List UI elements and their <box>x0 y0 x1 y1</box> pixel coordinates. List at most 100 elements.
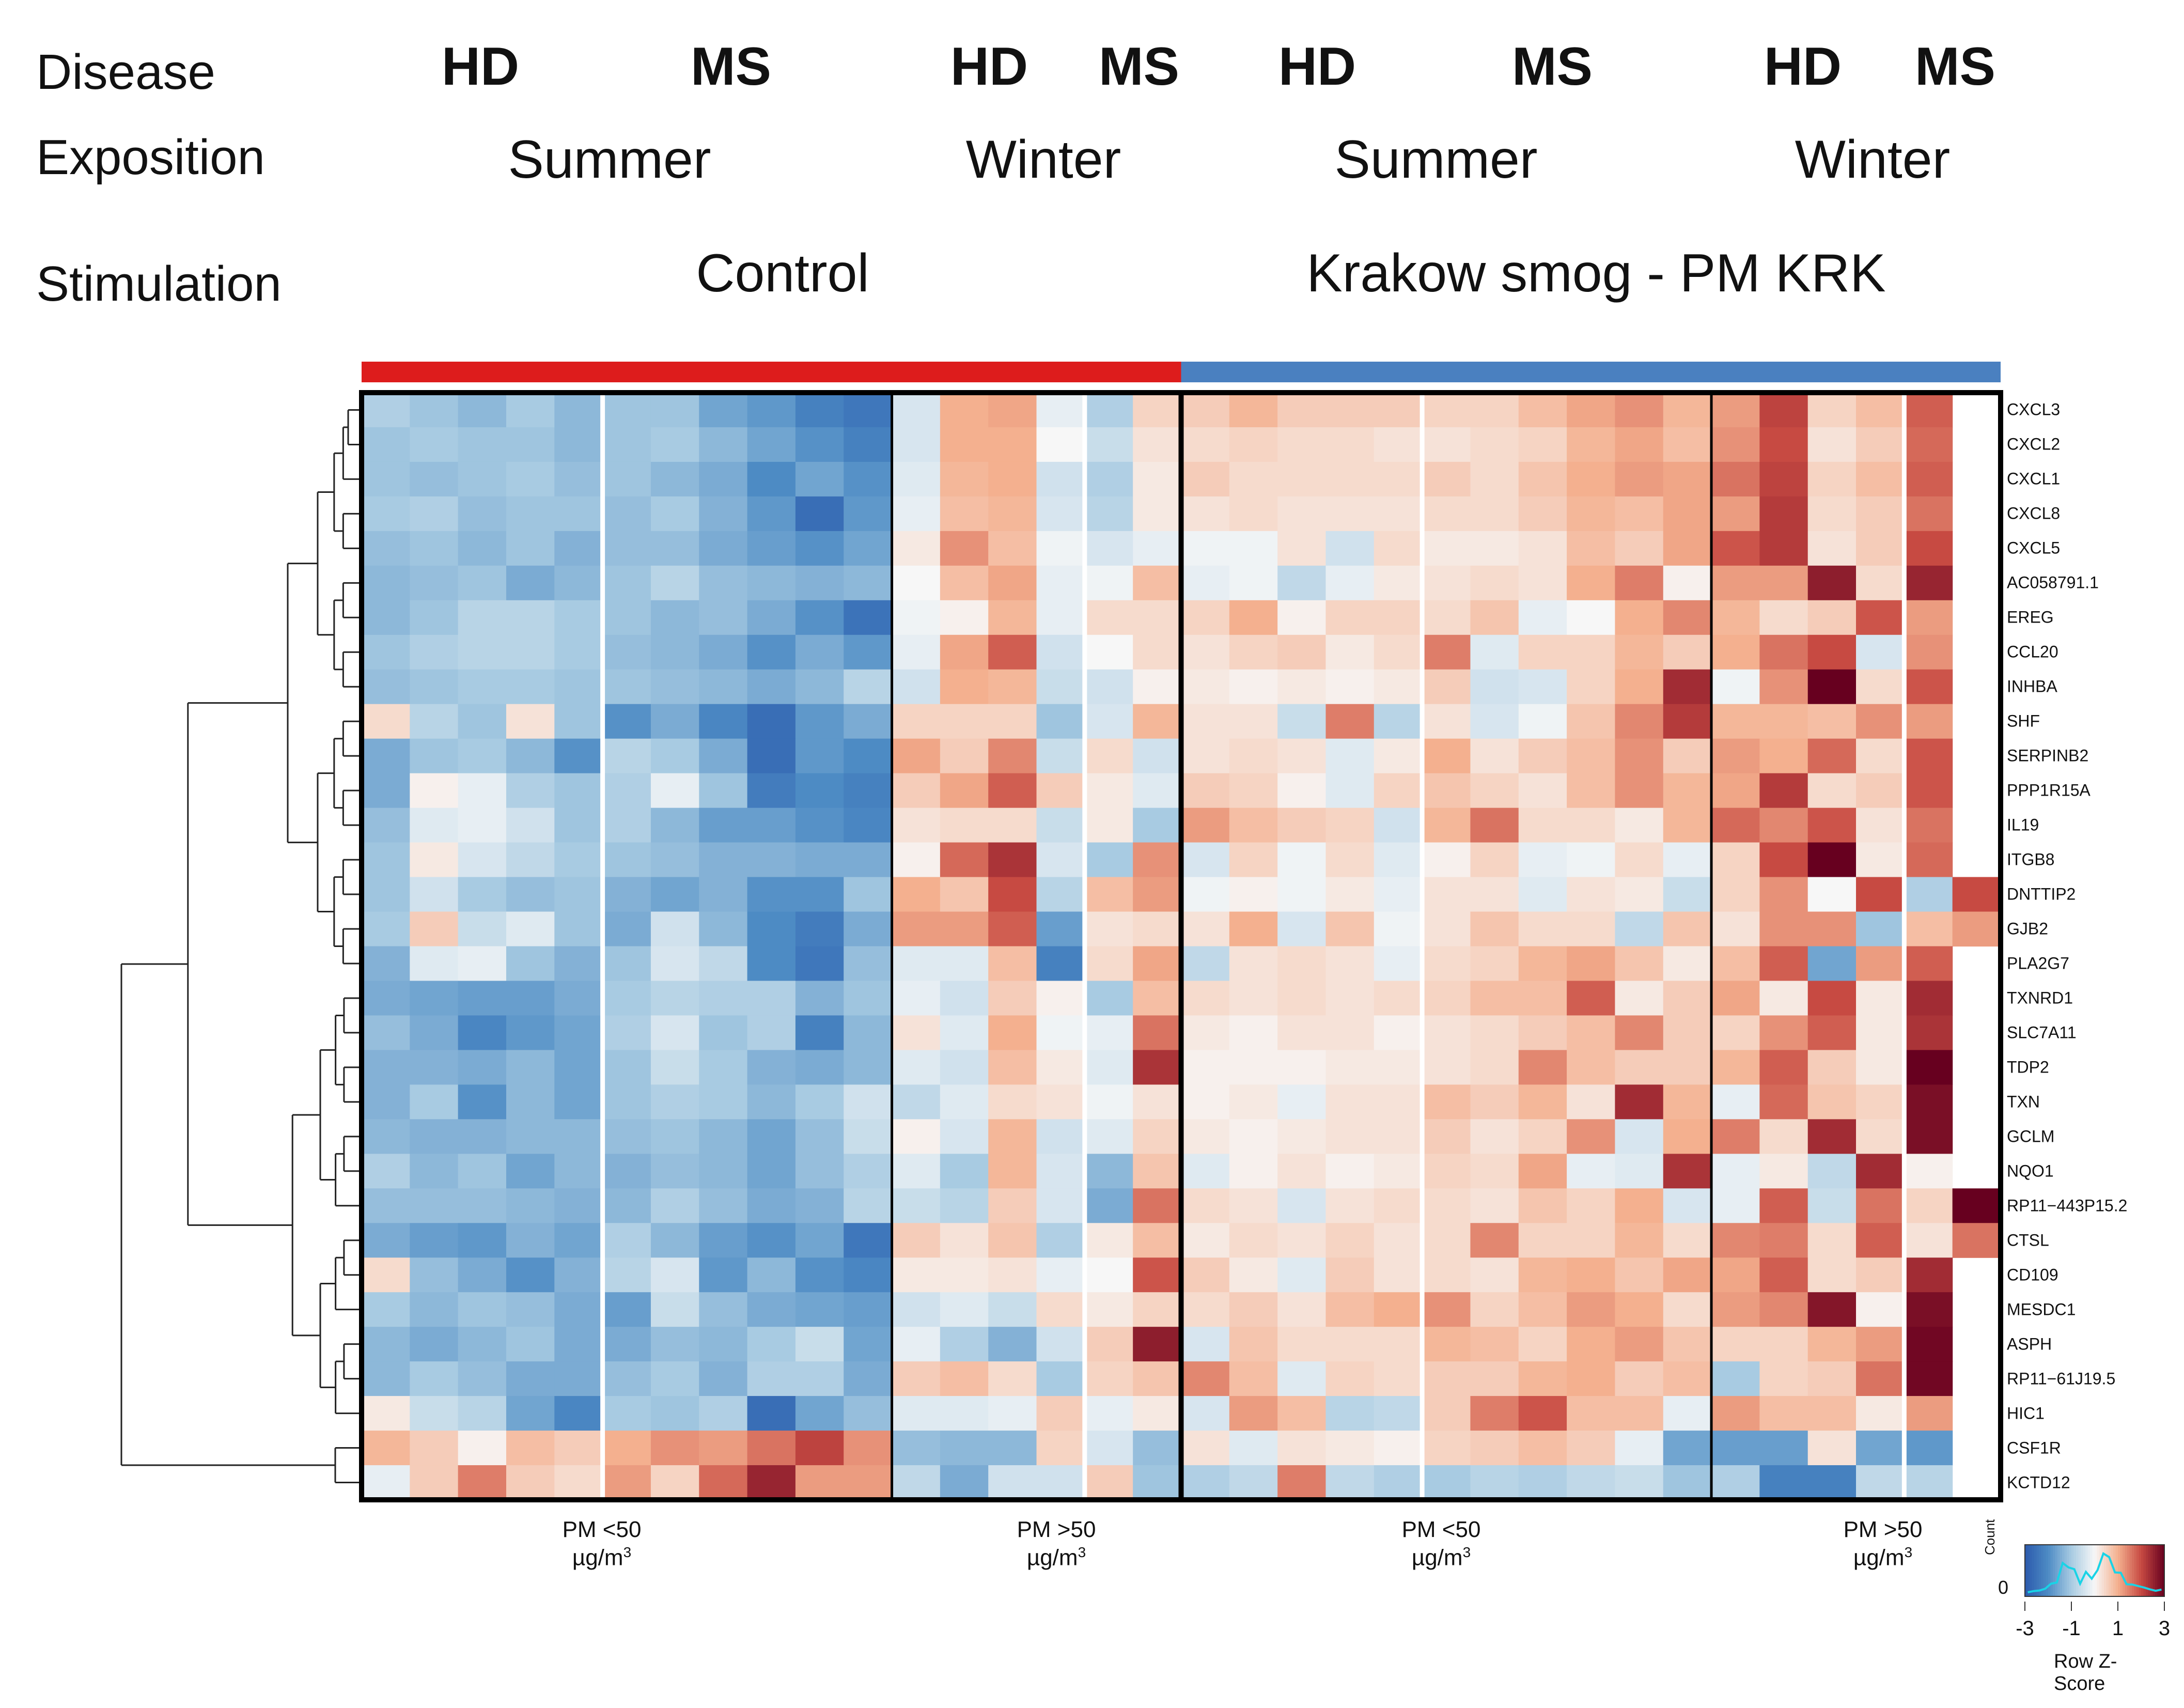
heatmap-cell <box>1759 1050 1808 1085</box>
heatmap-cell <box>1904 1119 1953 1154</box>
heatmap-cell <box>1374 981 1423 1016</box>
heatmap-cell <box>1325 877 1375 912</box>
heatmap-cell <box>1036 669 1085 705</box>
heatmap-cell <box>1904 565 1953 601</box>
heatmap-cell <box>1567 1015 1616 1051</box>
heatmap-cell <box>506 1084 555 1120</box>
heatmap-cell <box>988 1292 1037 1327</box>
heatmap-cell <box>844 1015 893 1051</box>
heatmap-cell <box>650 704 699 739</box>
heatmap-cell <box>844 1292 893 1327</box>
heatmap-cell <box>844 1431 893 1466</box>
heatmap-cell <box>1181 427 1230 462</box>
heatmap-cell <box>1374 1223 1423 1258</box>
heatmap-cell <box>1133 669 1182 705</box>
heatmap-cell <box>1325 911 1375 947</box>
heatmap-cell <box>892 496 941 532</box>
heatmap-cell <box>1711 393 1760 428</box>
heatmap-cell <box>1518 842 1567 878</box>
heatmap-cell <box>1856 1223 1905 1258</box>
pm-value: PM <50 <box>1401 1517 1481 1542</box>
heatmap-cell <box>1470 842 1519 878</box>
heatmap-cell <box>1229 565 1278 601</box>
heatmap-cell <box>1229 808 1278 843</box>
heatmap-cell <box>1374 1119 1423 1154</box>
heatmap-cell <box>1325 1292 1375 1327</box>
heatmap-cell <box>1807 600 1857 635</box>
heatmap-cell <box>795 1257 844 1293</box>
heatmap-cell <box>1181 496 1230 532</box>
heatmap-cell <box>1615 981 1664 1016</box>
heatmap-cell <box>844 634 893 670</box>
heatmap-cell <box>1229 1431 1278 1466</box>
heatmap-cell <box>1663 393 1712 428</box>
heatmap-cell <box>1374 669 1423 705</box>
heatmap-cell <box>650 1119 699 1154</box>
heatmap-cell <box>410 773 459 809</box>
heatmap-cell <box>1711 1050 1760 1085</box>
heatmap-cell <box>1615 1050 1664 1085</box>
heatmap-cell <box>1470 669 1519 705</box>
heatmap-cell <box>1759 393 1808 428</box>
heatmap-cell <box>1904 531 1953 566</box>
heatmap-cell <box>602 738 651 774</box>
heatmap-cell <box>1229 773 1278 809</box>
heatmap-cell <box>1759 531 1808 566</box>
heatmap-cell <box>1567 1119 1616 1154</box>
heatmap-cell <box>940 600 989 635</box>
heatmap-cell <box>1084 773 1133 809</box>
disease-label: MS <box>691 37 771 97</box>
heatmap-cell <box>506 634 555 670</box>
heatmap-cell <box>1567 1188 1616 1223</box>
heatmap-cell <box>602 1327 651 1362</box>
color-key-histogram <box>2027 1551 2162 1593</box>
heatmap-cell <box>602 461 651 497</box>
heatmap-cell <box>602 1119 651 1154</box>
heatmap-cell <box>1133 1188 1182 1223</box>
heatmap-cell <box>1759 704 1808 739</box>
heatmap-cell <box>1518 565 1567 601</box>
heatmap-cell <box>506 877 555 912</box>
heatmap-cell <box>1036 704 1085 739</box>
gene-label: CXCL1 <box>2007 469 2061 488</box>
heatmap-cell <box>1325 1223 1375 1258</box>
heatmap-cell <box>988 1119 1037 1154</box>
heatmap-cell <box>1325 600 1375 635</box>
heatmap-cell <box>1181 600 1230 635</box>
heatmap-cell <box>1856 1154 1905 1189</box>
heatmap-cell <box>747 1188 796 1223</box>
heatmap-cell <box>650 1154 699 1189</box>
heatmap-cell <box>1759 911 1808 947</box>
heatmap-cell <box>1084 1119 1133 1154</box>
heatmap-cell <box>844 842 893 878</box>
heatmap-cell <box>410 704 459 739</box>
heatmap-cell <box>1084 461 1133 497</box>
heatmap-cell <box>1374 1050 1423 1085</box>
heatmap-cell <box>362 634 410 670</box>
heatmap-cell <box>1181 1084 1230 1120</box>
heatmap-cell <box>650 773 699 809</box>
heatmap-cell <box>1133 1119 1182 1154</box>
heatmap-cell <box>940 946 989 982</box>
color-key-swatch <box>2081 1545 2084 1596</box>
heatmap-cell <box>844 1223 893 1258</box>
heatmap-cell <box>1229 1188 1278 1223</box>
heatmap-cell <box>1277 1188 1327 1223</box>
heatmap-cell <box>699 669 748 705</box>
heatmap-cell <box>1133 704 1182 739</box>
heatmap-cell <box>1663 738 1712 774</box>
stimulation-bar-smog <box>1181 362 2001 382</box>
heatmap-cell <box>844 496 893 532</box>
key-tick: -3 <box>2016 1617 2034 1640</box>
heatmap-cell <box>506 1188 555 1223</box>
heatmap-cell <box>1518 1257 1567 1293</box>
disease-label: HD <box>441 37 520 97</box>
heatmap-cell <box>892 1119 941 1154</box>
heatmap-cell <box>1807 877 1857 912</box>
heatmap-cell <box>940 738 989 774</box>
heatmap-cell <box>1615 461 1664 497</box>
heatmap-cell <box>844 877 893 912</box>
heatmap-cell <box>602 1084 651 1120</box>
heatmap-cell <box>554 531 603 566</box>
heatmap-cell <box>988 1257 1037 1293</box>
